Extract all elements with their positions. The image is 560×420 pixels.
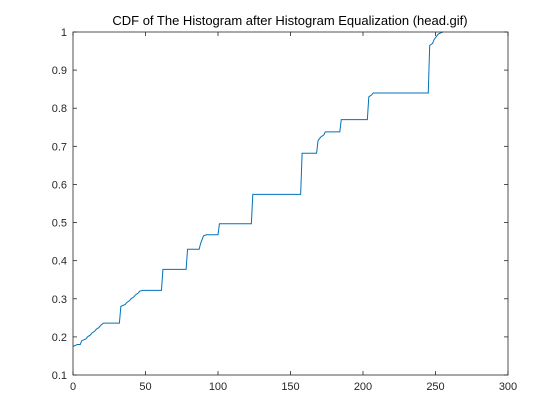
y-tick-label: 0.4 xyxy=(52,256,67,268)
y-tick-label: 0.3 xyxy=(52,294,67,306)
y-tick-label: 0.5 xyxy=(52,218,67,230)
plot-area xyxy=(73,32,508,375)
cdf-series-line xyxy=(72,31,443,347)
x-tick-label: 0 xyxy=(70,381,76,393)
x-tick-label: 250 xyxy=(426,381,444,393)
y-tick-label: 0.1 xyxy=(52,370,67,382)
x-tick-label: 50 xyxy=(139,381,151,393)
y-tick-label: 0.8 xyxy=(52,103,67,115)
y-tick-label: 1 xyxy=(61,27,67,39)
tick-labels: 0 50 100 150 200 250 300 0.1 0.2 0.3 0.4 0.5 0.6 0.7 0… xyxy=(52,27,517,393)
x-tick-label: 100 xyxy=(209,381,227,393)
chart-title: CDF of The Histogram after Histogram Equ… xyxy=(112,13,467,28)
y-tick-label: 0.7 xyxy=(52,141,67,153)
y-tick-label: 0.2 xyxy=(52,332,67,344)
axes-box xyxy=(72,31,509,376)
x-tick-label: 200 xyxy=(354,381,372,393)
y-tick-label: 0.6 xyxy=(52,179,67,191)
x-tick-label: 300 xyxy=(499,381,517,393)
y-tick-label: 0.9 xyxy=(52,65,67,77)
x-tick-label: 150 xyxy=(281,381,299,393)
